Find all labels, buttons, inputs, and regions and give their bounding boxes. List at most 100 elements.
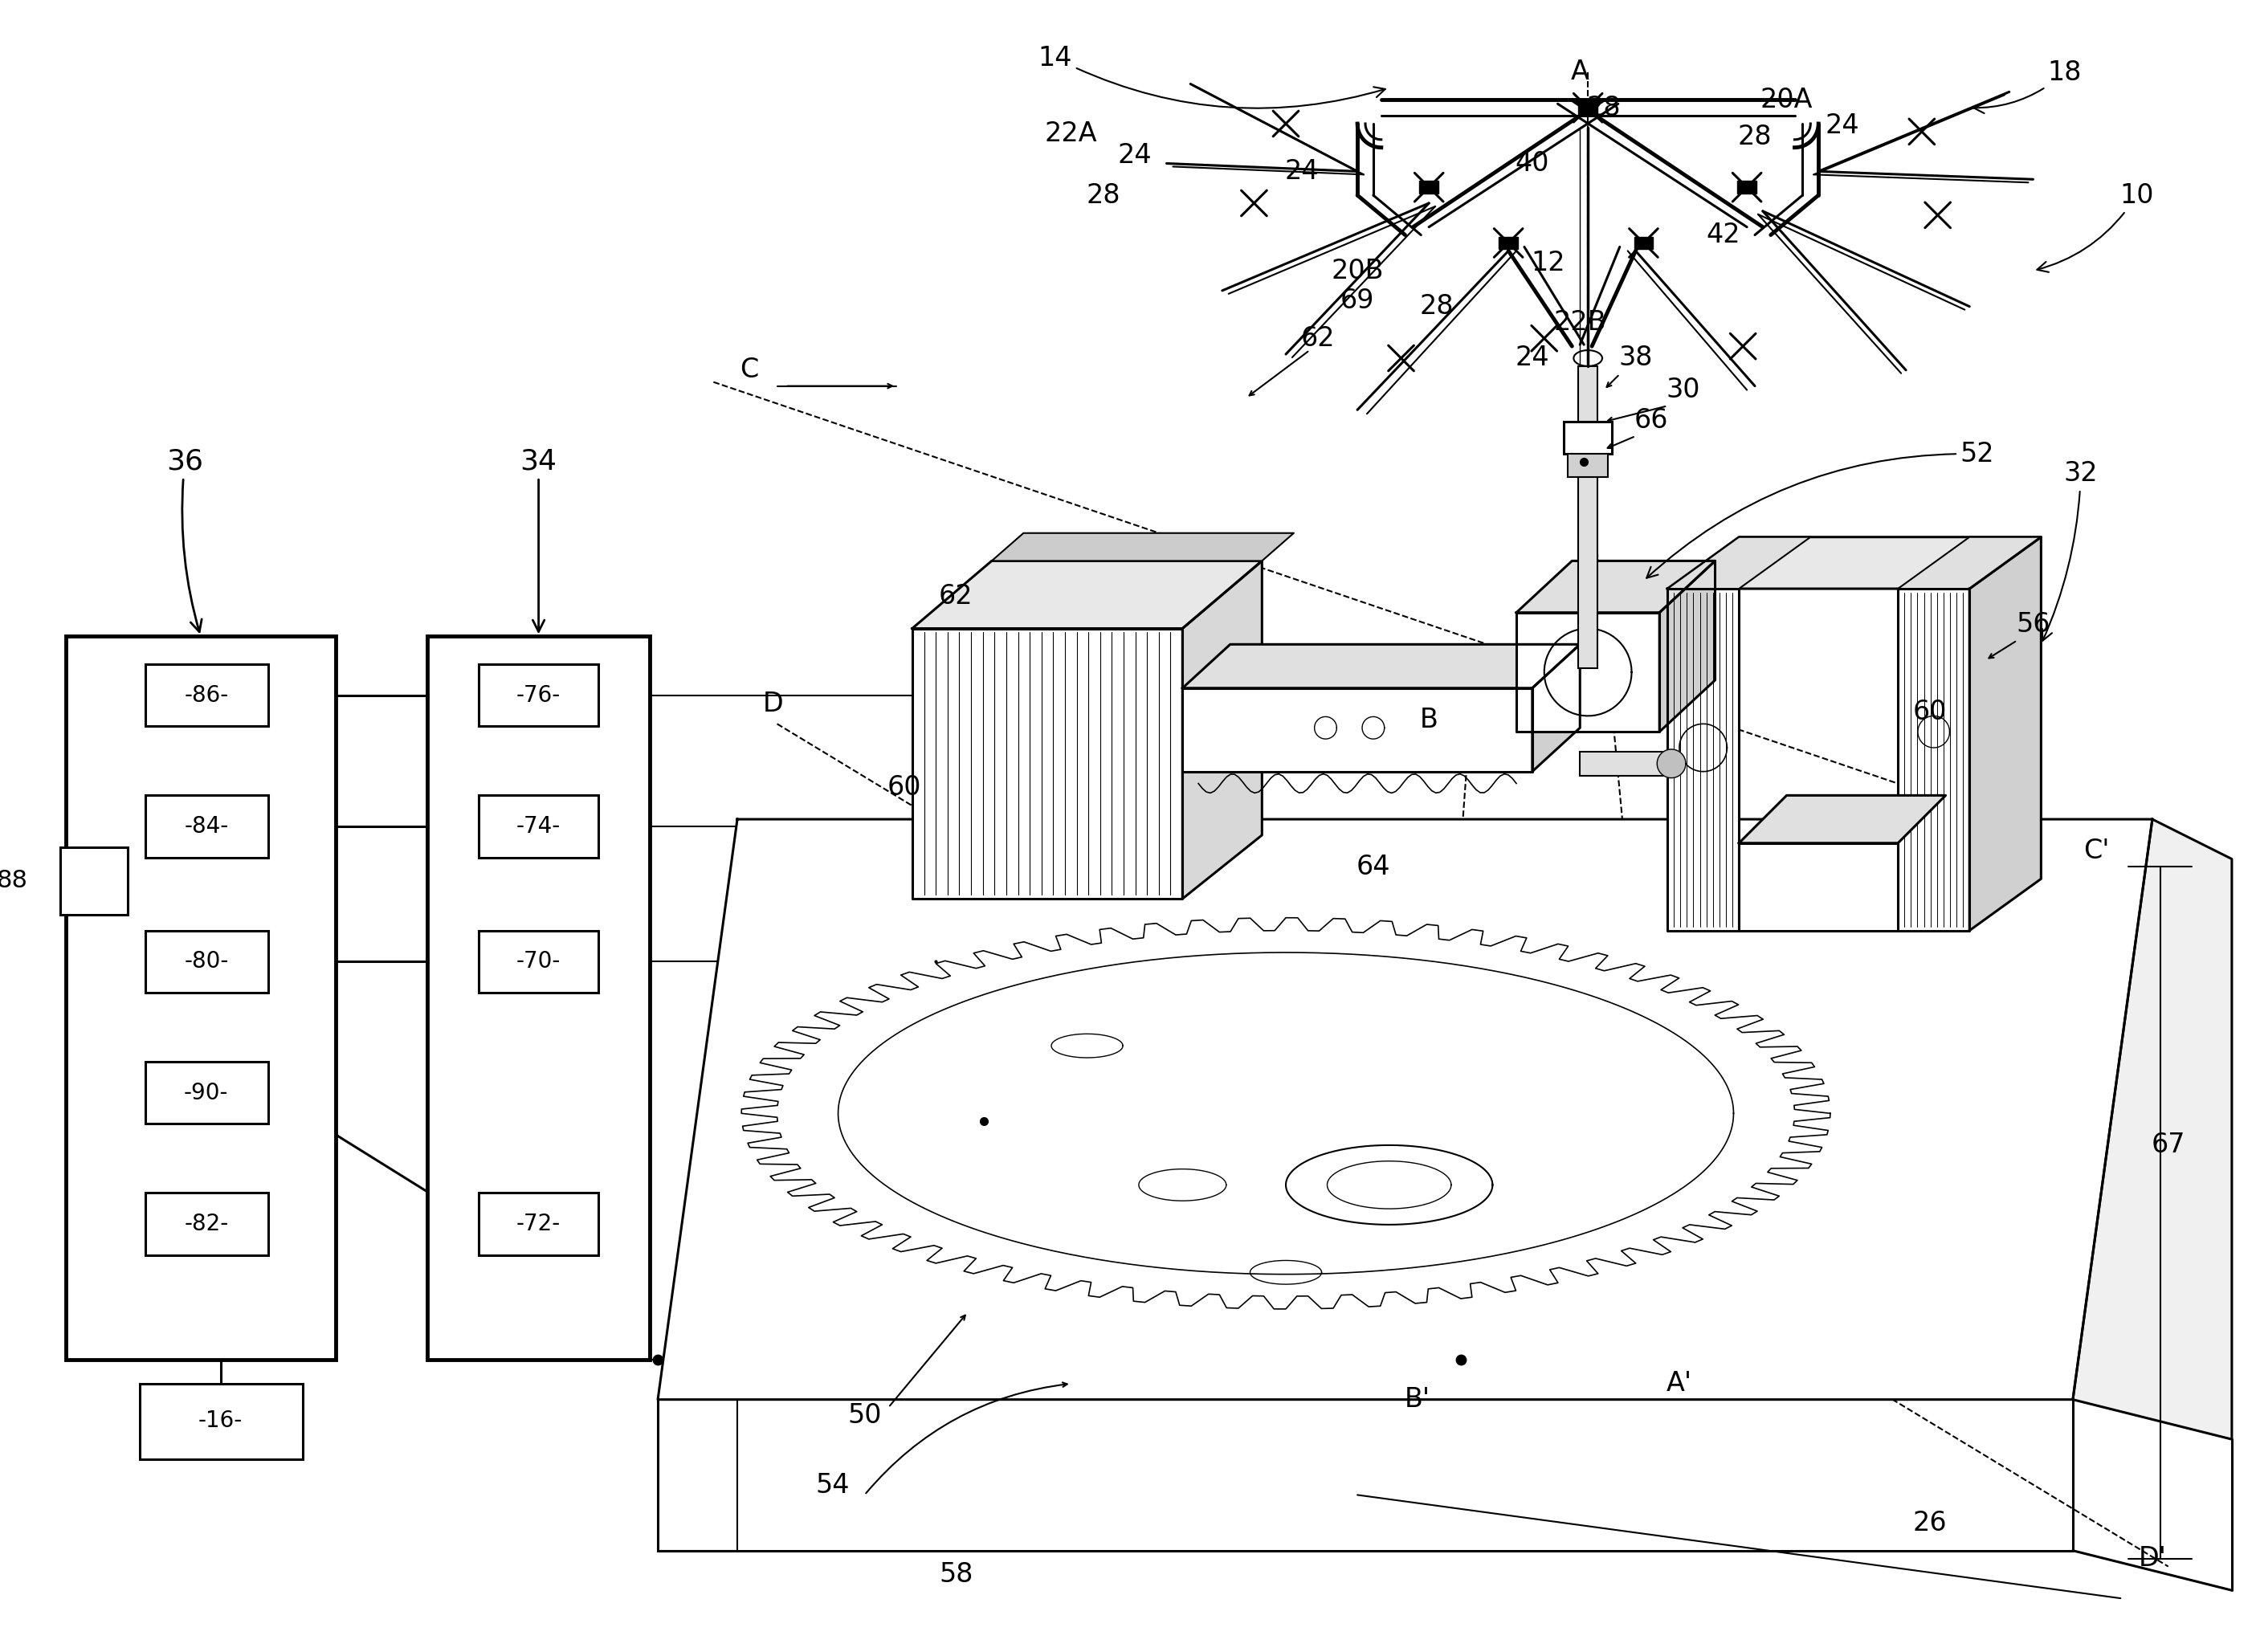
Text: 50: 50 [848,1403,882,1429]
Text: C: C [740,357,758,383]
Bar [1498,236,1518,249]
Text: A: A [1570,59,1588,86]
Bar [1579,101,1597,114]
Text: 20A: 20A [1760,86,1814,112]
Text: 60: 60 [1913,699,1947,725]
Text: -80-: -80- [185,950,228,973]
Text: 36: 36 [167,448,203,631]
Bar [426,636,650,1360]
Polygon shape [659,819,2152,1399]
Text: 24: 24 [1117,142,1153,169]
Polygon shape [839,953,1733,1274]
Text: -90-: -90- [185,1082,228,1104]
Text: 54: 54 [817,1472,851,1498]
Text: 42: 42 [1706,221,1739,248]
Bar [1737,182,1757,193]
Polygon shape [1516,562,1715,613]
Polygon shape [1739,843,1897,930]
Text: 40: 40 [1516,150,1550,177]
Bar [478,1193,598,1256]
Text: B': B' [1403,1386,1430,1412]
Text: 12: 12 [1532,249,1566,276]
Text: 30: 30 [1667,377,1701,403]
Bar [1633,236,1654,249]
Text: D: D [763,691,783,717]
Bar [478,795,598,857]
Bar [1563,421,1611,454]
Bar [478,930,598,993]
Text: -84-: -84- [185,814,228,838]
Bar [144,1062,268,1123]
Bar [1568,454,1609,477]
Polygon shape [1182,562,1261,899]
Text: -16-: -16- [199,1409,244,1432]
Text: 88: 88 [0,869,29,892]
Text: -86-: -86- [185,684,228,707]
Text: 24: 24 [1284,159,1320,185]
Text: 22B: 22B [1554,309,1606,335]
Bar [1579,752,1672,775]
Text: 69: 69 [1340,287,1374,314]
Bar [1579,367,1597,667]
Polygon shape [1897,588,1969,930]
Text: 28: 28 [1419,294,1453,320]
Text: 52: 52 [1647,441,1994,578]
Bar [1419,182,1439,193]
Bar [140,1384,302,1459]
Text: 58: 58 [938,1561,972,1588]
Text: C': C' [2085,838,2109,864]
Text: 62: 62 [1299,325,1336,352]
Polygon shape [993,534,1293,562]
Text: B: B [1419,707,1437,733]
Text: -70-: -70- [517,950,562,973]
Text: 28: 28 [1737,124,1771,150]
Text: 20B: 20B [1331,258,1383,284]
Text: 38: 38 [1618,345,1654,372]
Text: -76-: -76- [517,684,562,707]
Polygon shape [1182,689,1532,771]
Text: 24: 24 [1825,112,1859,139]
Polygon shape [1667,588,1739,930]
Text: D': D' [2139,1545,2166,1571]
Polygon shape [1739,795,1945,843]
Polygon shape [1969,537,2042,930]
Bar [144,930,268,993]
Bar [144,795,268,857]
Text: 56: 56 [2017,611,2051,638]
Text: 18: 18 [1974,59,2082,114]
Polygon shape [1660,562,1715,732]
Bar [144,1193,268,1256]
Bar [478,664,598,727]
Text: 32: 32 [2042,461,2098,641]
Polygon shape [911,562,1261,628]
Polygon shape [1667,537,2042,588]
Polygon shape [1516,613,1660,732]
Polygon shape [1897,537,2042,588]
Text: 10: 10 [2037,182,2154,273]
Polygon shape [1658,750,1685,778]
Polygon shape [1182,644,1579,689]
Text: 34: 34 [521,448,557,631]
Text: 28: 28 [1085,182,1119,208]
Polygon shape [2073,819,2231,1439]
Text: 67: 67 [2152,1132,2186,1158]
Bar [144,664,268,727]
Text: 14: 14 [1038,45,1385,107]
Polygon shape [1667,537,1812,588]
Text: 64: 64 [1356,854,1390,881]
Polygon shape [911,628,1182,899]
Polygon shape [1532,644,1579,771]
Text: -72-: -72- [517,1213,562,1236]
Text: 62: 62 [938,583,972,610]
Text: 60: 60 [887,775,920,801]
Text: 26: 26 [1913,1510,1947,1536]
Text: -82-: -82- [185,1213,228,1236]
Bar [65,636,336,1360]
Text: 24: 24 [1516,345,1550,372]
Text: -74-: -74- [517,814,562,838]
Text: 28: 28 [1586,94,1620,121]
Bar [61,847,129,915]
Text: 22A: 22A [1045,121,1099,147]
Text: A': A' [1667,1371,1692,1398]
Text: 66: 66 [1633,406,1669,433]
